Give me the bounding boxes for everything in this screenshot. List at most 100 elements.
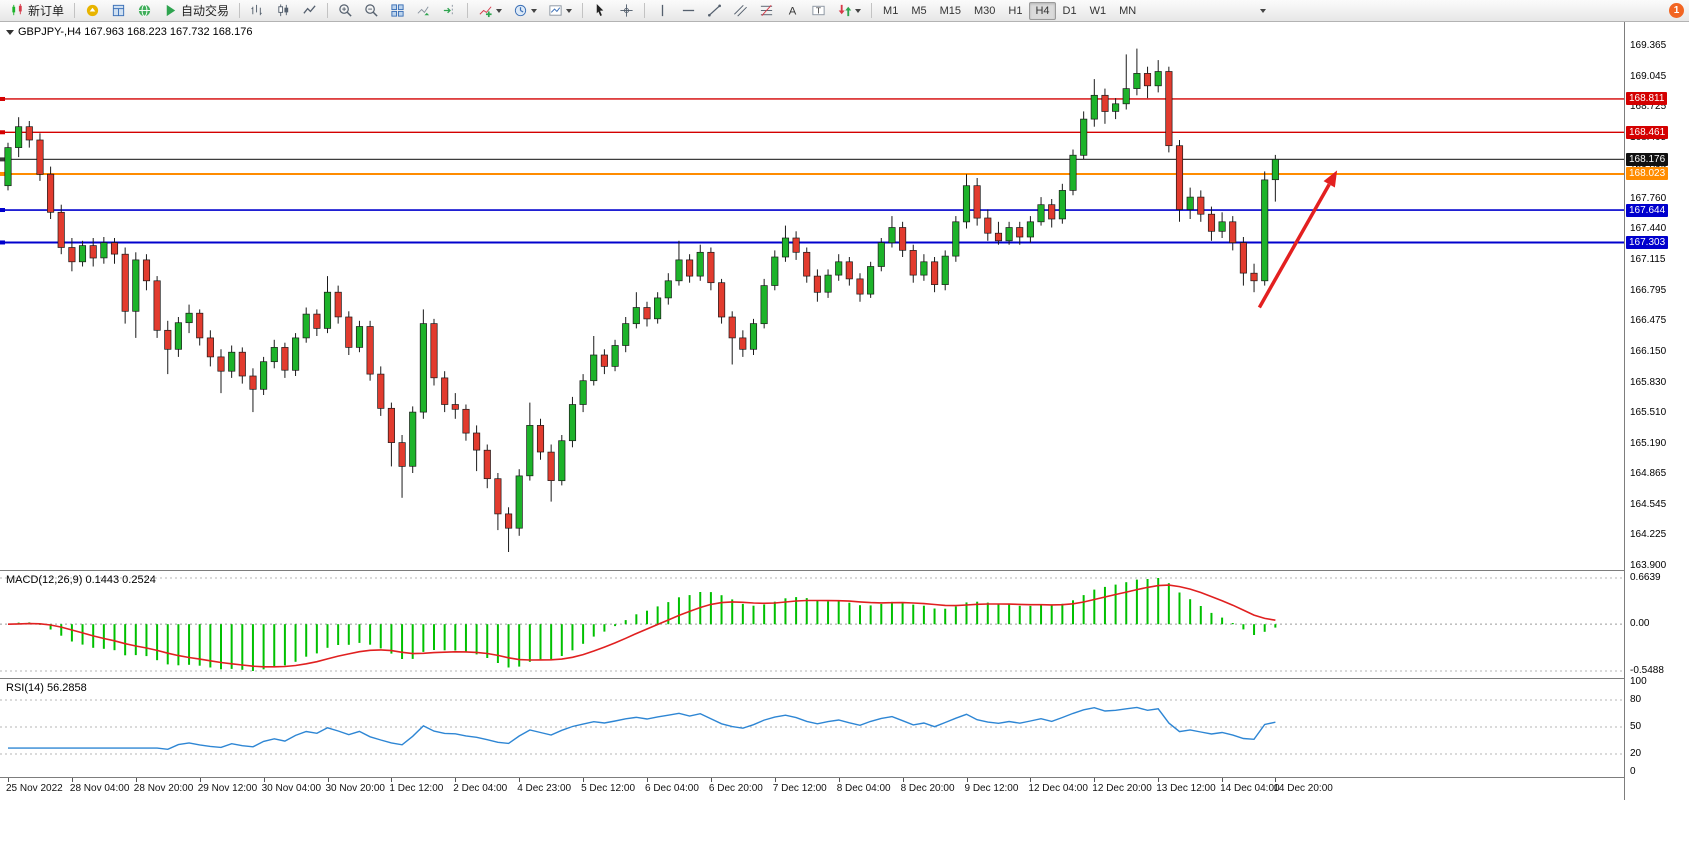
candle-body xyxy=(313,313,321,329)
timeframe-m5-button[interactable]: M5 xyxy=(905,2,932,20)
time-axis-label: 7 Dec 12:00 xyxy=(772,783,827,794)
candle-body xyxy=(377,373,385,409)
time-axis-label: 9 Dec 12:00 xyxy=(964,783,1019,794)
pane-divider[interactable] xyxy=(0,678,1689,679)
templates-button[interactable] xyxy=(543,1,577,20)
time-tick xyxy=(1030,778,1032,782)
zoom-out-button[interactable] xyxy=(359,1,384,20)
price-chart[interactable] xyxy=(0,22,1624,570)
time-tick xyxy=(1275,778,1277,782)
time-tick xyxy=(8,778,9,782)
plot-area[interactable]: 25 Nov 2022 28 Nov 04:00 28 Nov 20:00 29 No… xyxy=(0,22,1624,800)
rsi-indicator-pane[interactable] xyxy=(0,679,1624,777)
candle-body xyxy=(622,323,630,346)
toolbar-overflow-button[interactable] xyxy=(1255,1,1271,20)
price-axis-label: 165.830 xyxy=(1630,376,1667,388)
macd-indicator-pane[interactable] xyxy=(0,571,1624,678)
chart-shift-icon xyxy=(443,4,453,17)
horizontal-line-button[interactable] xyxy=(676,1,701,20)
autotrade-label: 自动交易 xyxy=(181,4,230,18)
zoom-in-button[interactable] xyxy=(333,1,358,20)
timeframe-w1-button[interactable]: W1 xyxy=(1084,2,1113,20)
timeframe-m30-button[interactable]: M30 xyxy=(968,2,1001,20)
arrows-button[interactable] xyxy=(832,1,866,20)
price-tag: 167.644 xyxy=(1626,203,1669,217)
channel-button[interactable] xyxy=(728,1,753,20)
candle-body xyxy=(1122,88,1130,105)
tile-windows-icon xyxy=(391,4,404,17)
chart-dropdown-icon[interactable] xyxy=(6,29,14,35)
channel-icon xyxy=(734,5,747,17)
toolbar-separator xyxy=(239,3,241,18)
data-window-button[interactable] xyxy=(106,1,131,20)
pane-divider[interactable] xyxy=(0,570,1689,571)
chart-shift-button[interactable] xyxy=(437,1,462,20)
candle-body xyxy=(664,280,672,299)
timeframe-d1-button[interactable]: D1 xyxy=(1057,2,1083,20)
periods-button[interactable] xyxy=(508,1,542,20)
cursor-button[interactable] xyxy=(588,1,613,20)
candle-body xyxy=(57,211,65,248)
macd-axis-label: 0.6639 xyxy=(1630,572,1661,583)
candle-body xyxy=(36,139,44,175)
time-axis-label: 13 Dec 12:00 xyxy=(1156,783,1216,794)
candle-body xyxy=(206,337,214,358)
auto-scroll-icon xyxy=(417,6,430,16)
navigator-button[interactable] xyxy=(132,1,157,20)
text-button[interactable]: A xyxy=(780,1,805,20)
autotrade-button[interactable]: 自动交易 xyxy=(158,1,234,20)
notification-badge[interactable]: 1 xyxy=(1669,3,1684,18)
price-axis-label: 166.795 xyxy=(1630,284,1667,296)
candle-body xyxy=(1207,213,1216,232)
timeframe-m15-button[interactable]: M15 xyxy=(934,2,967,20)
crosshair-button[interactable] xyxy=(614,1,639,20)
timeframe-mn-button[interactable]: MN xyxy=(1113,2,1142,20)
candle-body xyxy=(409,411,417,467)
timeframe-label: H1 xyxy=(1008,4,1023,17)
bar-chart-button[interactable] xyxy=(245,1,270,20)
candle-body xyxy=(675,259,683,282)
candle-body xyxy=(1016,227,1024,238)
tile-windows-button[interactable] xyxy=(385,1,410,20)
annotation-arrow[interactable] xyxy=(1257,183,1331,309)
candle-body xyxy=(760,285,768,325)
candle-body xyxy=(579,380,587,405)
candle-body xyxy=(47,173,55,213)
rsi-axis-label: 100 xyxy=(1630,676,1647,687)
toolbar-separator xyxy=(327,3,329,18)
level-left-mark xyxy=(0,130,5,135)
pane-divider[interactable] xyxy=(0,777,1689,778)
candle-body xyxy=(1133,73,1141,89)
time-axis[interactable]: 25 Nov 2022 28 Nov 04:00 28 Nov 20:00 29 No… xyxy=(0,778,1624,800)
fibonacci-icon xyxy=(760,5,773,16)
text-label-button[interactable]: T xyxy=(806,1,831,20)
price-axis-label: 169.365 xyxy=(1630,40,1667,52)
time-axis-label: 14 Dec 04:00 xyxy=(1220,783,1280,794)
timeframe-h4-button[interactable]: H4 xyxy=(1029,1,1056,20)
timeframe-m1-button[interactable]: M1 xyxy=(877,2,904,20)
chart-window: 25 Nov 2022 28 Nov 04:00 28 Nov 20:00 29 No… xyxy=(0,22,1689,860)
time-axis-label: 4 Dec 23:00 xyxy=(517,783,572,794)
candle-body xyxy=(164,329,172,350)
chevron-down-icon xyxy=(496,8,503,13)
autotrade-icon xyxy=(166,4,176,17)
timeframe-h1-button[interactable]: H1 xyxy=(1002,2,1028,20)
auto-scroll-button[interactable] xyxy=(411,1,436,20)
candlestick-chart-button[interactable] xyxy=(271,1,296,20)
bar-chart-icon xyxy=(251,4,262,16)
candle-body xyxy=(1154,71,1162,87)
price-axis[interactable]: 169.365169.045168.725168.405168.085167.7… xyxy=(1624,22,1689,800)
indicators-button[interactable] xyxy=(473,1,507,20)
new-order-button[interactable]: 新订单 xyxy=(5,1,69,20)
fibonacci-button[interactable] xyxy=(754,1,779,20)
price-axis-label: 167.115 xyxy=(1630,254,1666,266)
candle-body xyxy=(568,404,577,442)
line-chart-button[interactable] xyxy=(297,1,322,20)
candle-body xyxy=(845,261,853,280)
vertical-line-button[interactable] xyxy=(650,1,675,20)
trendline-button[interactable] xyxy=(702,1,727,20)
candle-body xyxy=(78,245,87,263)
symbol-info: GBPJPY-,H4 167.963 168.223 167.732 168.1… xyxy=(6,26,252,38)
market-watch-button[interactable] xyxy=(80,1,105,20)
macd-axis-label: 0.00 xyxy=(1630,618,1650,630)
